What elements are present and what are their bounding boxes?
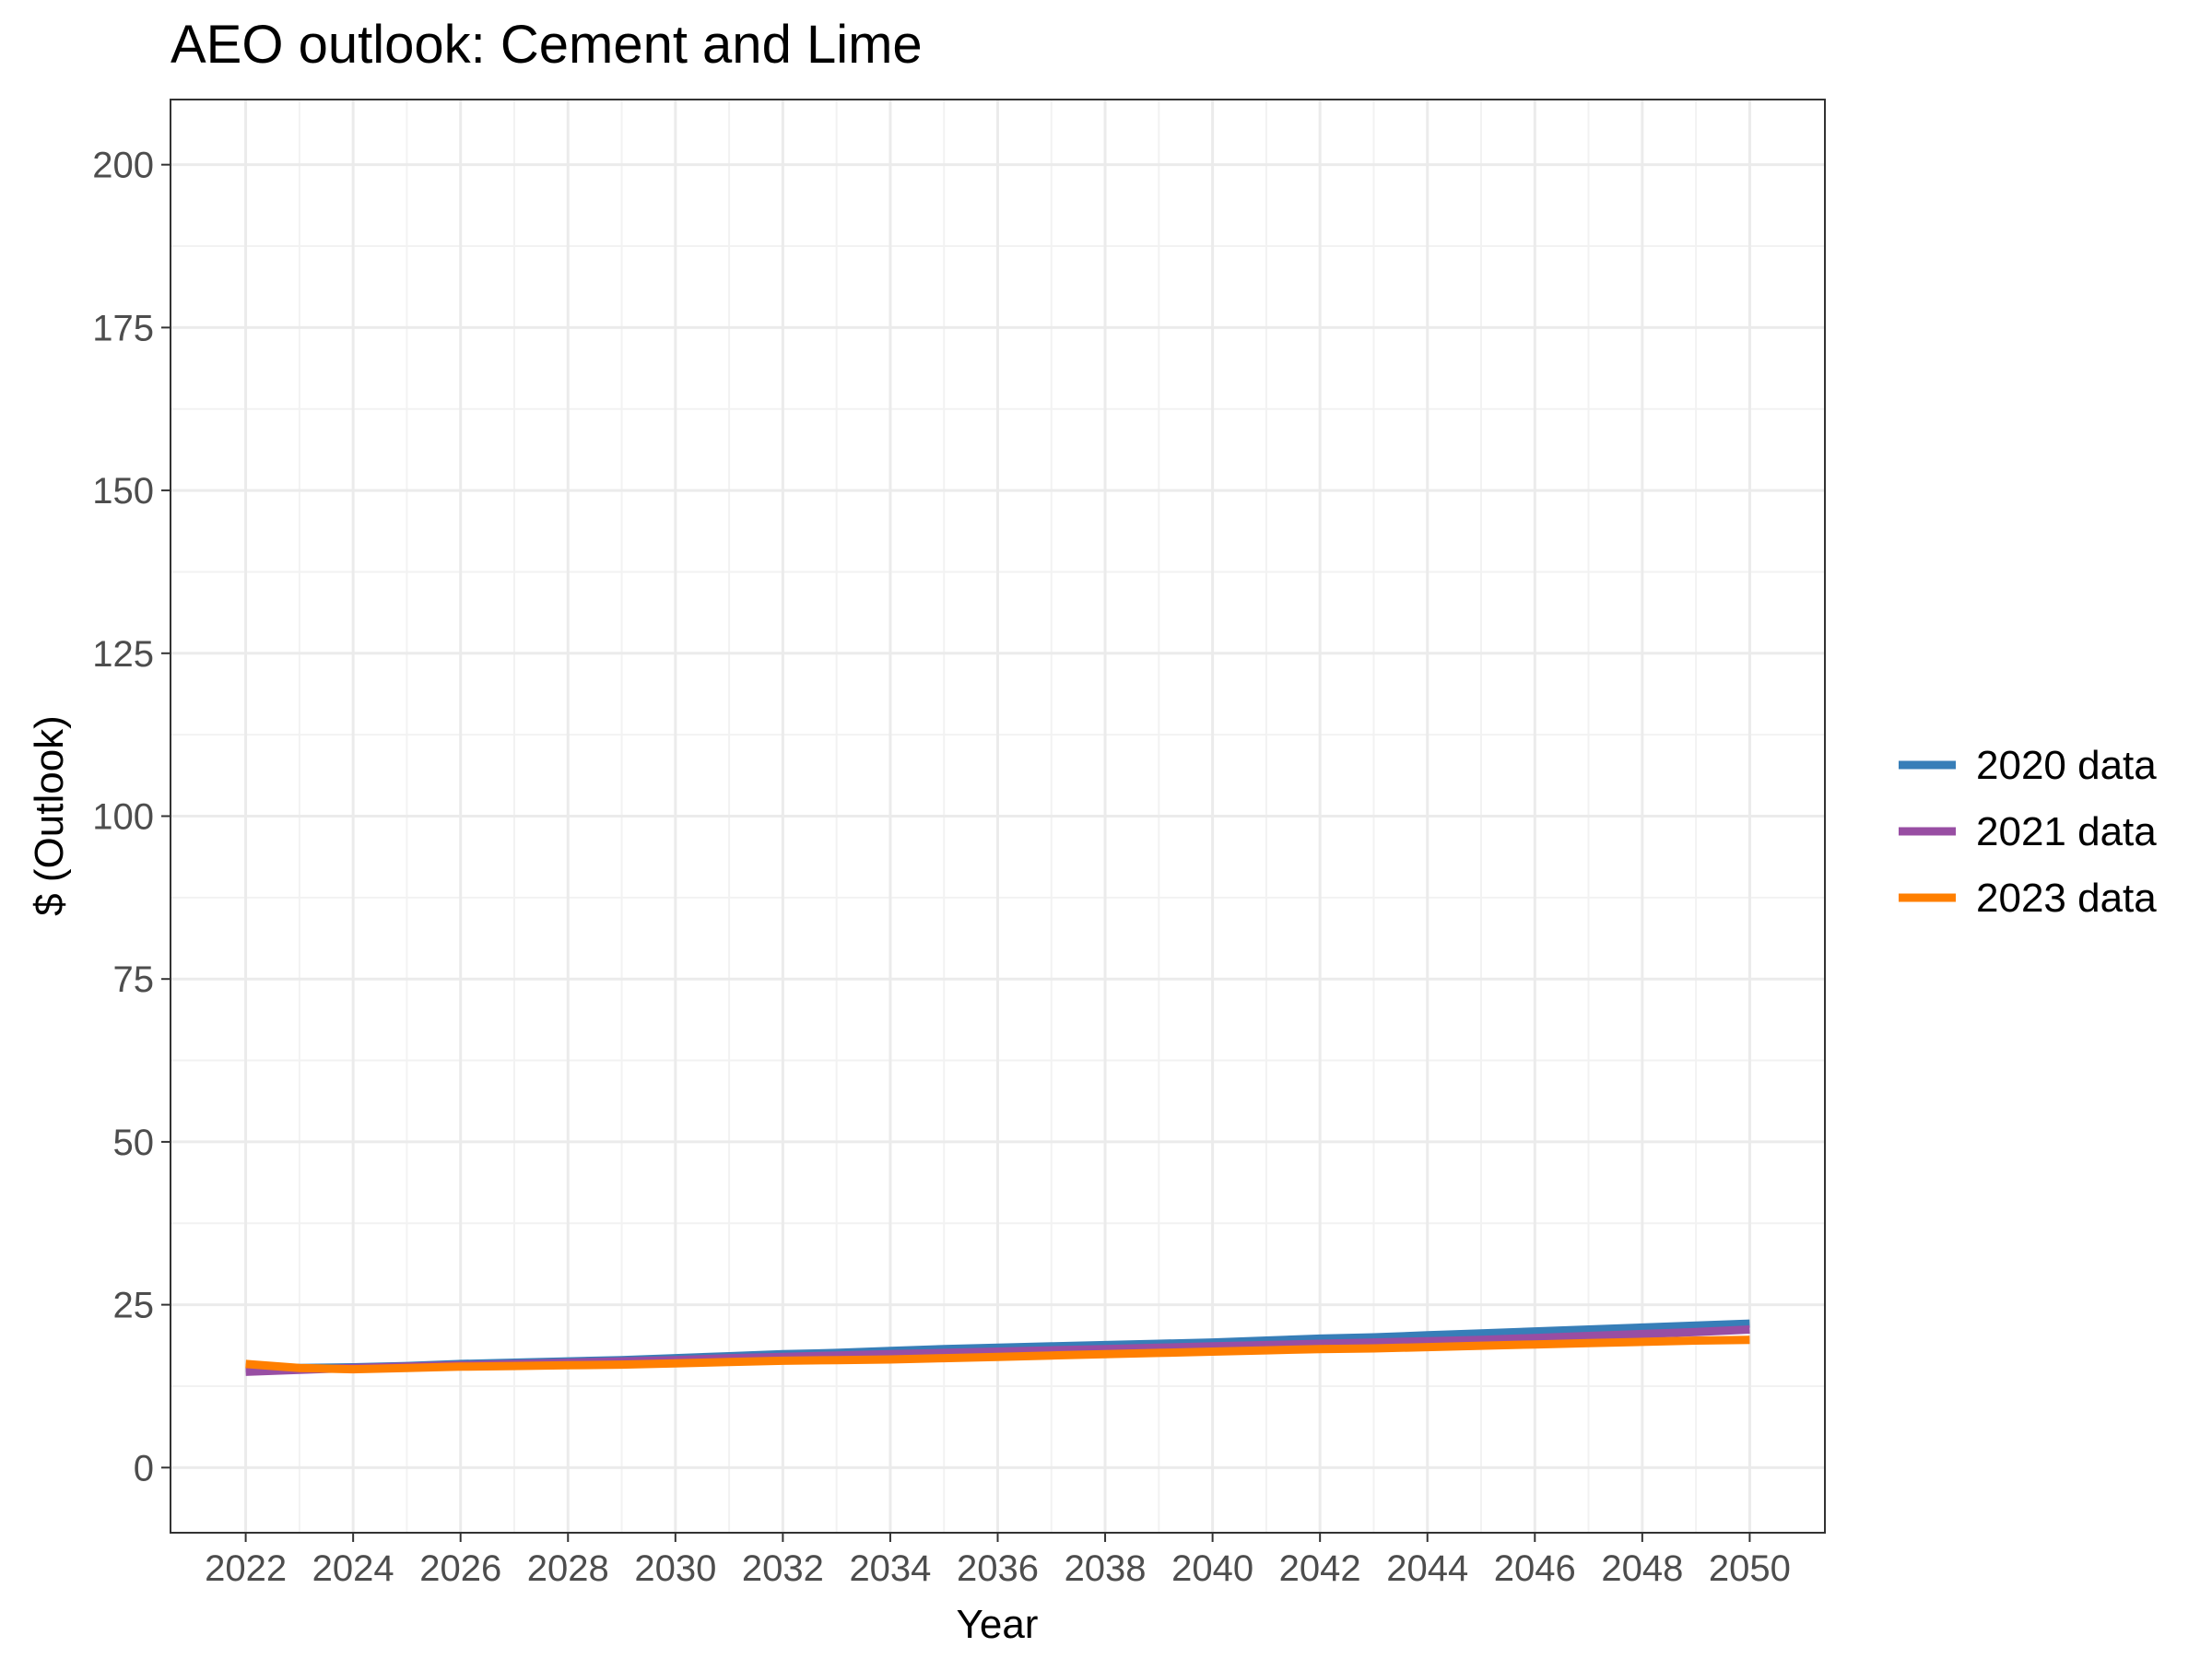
grid-major [171, 100, 1825, 1533]
x-tick-label: 2024 [312, 1548, 394, 1589]
series-line-2023-data [245, 1335, 1750, 1374]
y-axis: 0 25 50 75 100 125 150 175 200 [92, 146, 171, 1488]
chart-title: AEO outlook: Cement and Lime [171, 15, 923, 75]
x-tick-label: 2028 [527, 1548, 609, 1589]
y-tick-label: 50 [113, 1123, 155, 1163]
x-tick-label: 2050 [1709, 1548, 1791, 1589]
y-tick-label: 125 [92, 634, 154, 675]
series-layer [245, 1319, 1750, 1376]
y-tick-label: 75 [113, 959, 155, 1000]
y-tick-label: 175 [92, 308, 154, 348]
x-tick-label: 2040 [1171, 1548, 1253, 1589]
y-axis-title: $ (Outlook) [27, 715, 72, 916]
x-tick-label: 2036 [957, 1548, 1039, 1589]
legend-label-2020-data: 2020 data [1976, 743, 2157, 788]
x-tick-label: 2030 [634, 1548, 716, 1589]
legend-label-2023-data: 2023 data [1976, 876, 2157, 921]
x-tick-label: 2038 [1065, 1548, 1147, 1589]
y-tick-label: 200 [92, 146, 154, 186]
x-axis: 2022 2024 2026 2028 2030 2032 2034 2036 2038 2040… [205, 1533, 1791, 1589]
x-tick-label: 2034 [849, 1548, 931, 1589]
x-tick-label: 2042 [1279, 1548, 1361, 1589]
x-tick-label: 2032 [742, 1548, 824, 1589]
x-tick-label: 2026 [419, 1548, 501, 1589]
y-tick-label: 150 [92, 471, 154, 512]
y-tick-label: 100 [92, 797, 154, 838]
x-axis-title: Year [957, 1602, 1039, 1647]
legend-label-2021-data: 2021 data [1976, 809, 2157, 854]
y-tick-label: 0 [134, 1448, 154, 1488]
x-tick-label: 2022 [205, 1548, 287, 1589]
legend: 2020 data 2021 data 2023 data [1899, 743, 2157, 921]
x-tick-label: 2044 [1386, 1548, 1468, 1589]
y-tick-label: 25 [113, 1286, 155, 1326]
x-tick-label: 2046 [1494, 1548, 1576, 1589]
x-tick-label: 2048 [1601, 1548, 1683, 1589]
